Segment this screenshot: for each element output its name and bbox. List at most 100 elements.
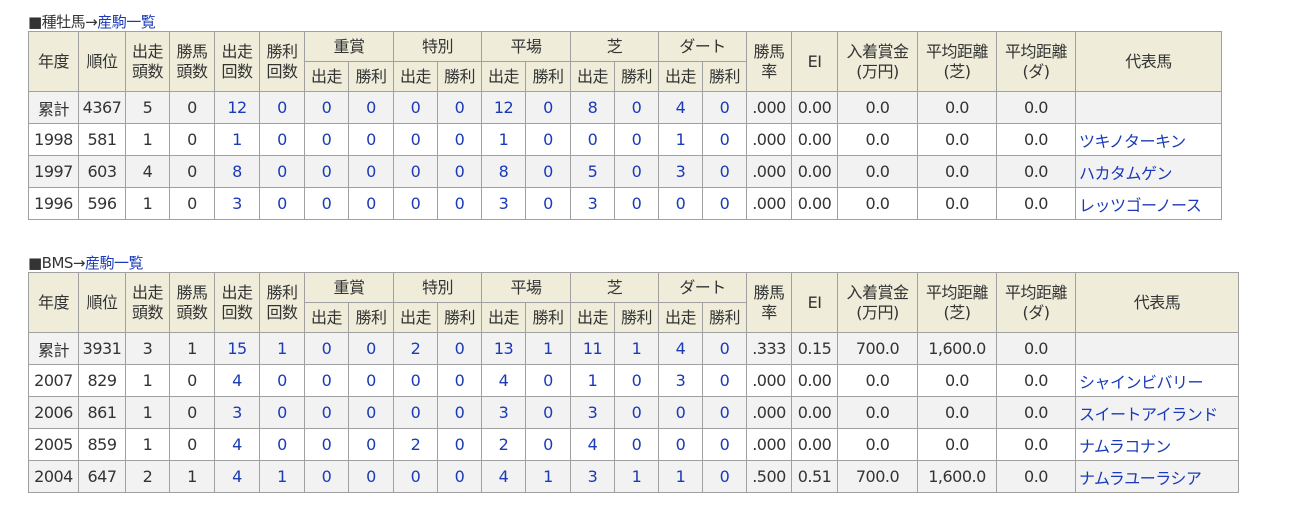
representative-horse-link[interactable]: ツキノターキン [1075,123,1222,156]
stat-cell[interactable]: 0 [525,396,571,429]
stat-cell[interactable]: 1 [525,460,571,493]
stat-cell[interactable]: 0 [437,155,482,188]
stat-cell[interactable]: 0 [437,123,482,156]
stat-cell[interactable]: 0 [658,428,703,461]
stat-cell[interactable]: 0 [525,123,571,156]
stat-cell[interactable]: 4 [658,91,703,124]
stat-cell[interactable]: 0 [437,332,482,365]
stat-cell[interactable]: 0 [702,123,747,156]
representative-horse-link[interactable]: ナムラユーラシア [1075,460,1239,493]
stat-cell[interactable]: 0 [348,460,394,493]
stat-cell[interactable]: 3 [570,187,615,220]
stat-cell[interactable]: 0 [525,364,571,397]
stat-cell[interactable]: 8 [481,155,526,188]
stat-cell[interactable]: 1 [481,123,526,156]
stat-cell[interactable]: 0 [259,155,305,188]
stat-cell[interactable]: 0 [304,396,349,429]
stat-cell[interactable]: 5 [570,155,615,188]
stat-cell[interactable]: 0 [348,332,394,365]
stat-cell[interactable]: 4 [214,364,260,397]
stat-cell[interactable]: 0 [304,332,349,365]
stat-cell[interactable]: 0 [304,460,349,493]
stat-cell[interactable]: 1 [614,332,659,365]
stat-cell[interactable]: 0 [259,396,305,429]
stat-cell[interactable]: 0 [393,460,438,493]
stat-cell[interactable]: 0 [304,91,349,124]
stat-cell[interactable]: 0 [614,364,659,397]
stat-cell[interactable]: 3 [214,396,260,429]
stat-cell[interactable]: 0 [525,187,571,220]
stat-cell[interactable]: 2 [393,332,438,365]
stat-cell[interactable]: 0 [437,396,482,429]
representative-horse-link[interactable] [1075,332,1239,365]
stat-cell[interactable]: 0 [259,123,305,156]
stat-cell[interactable]: 0 [614,396,659,429]
stat-cell[interactable]: 0 [614,187,659,220]
stat-cell[interactable]: 0 [259,364,305,397]
representative-horse-link[interactable]: レッツゴーノース [1075,187,1222,220]
offspring-list-link[interactable]: 産駒一覧 [97,13,156,31]
stat-cell[interactable]: 1 [259,460,305,493]
stat-cell[interactable]: 1 [259,332,305,365]
stat-cell[interactable]: 0 [259,91,305,124]
stat-cell[interactable]: 0 [393,155,438,188]
stat-cell[interactable]: 4 [214,428,260,461]
stat-cell[interactable]: 13 [481,332,526,365]
stat-cell[interactable]: 0 [437,460,482,493]
stat-cell[interactable]: 4 [658,332,703,365]
stat-cell[interactable]: 1 [214,123,260,156]
stat-cell[interactable]: 0 [348,155,394,188]
representative-horse-link[interactable]: ハカタムゲン [1075,155,1222,188]
stat-cell[interactable]: 0 [393,187,438,220]
stat-cell[interactable]: 11 [570,332,615,365]
stat-cell[interactable]: 0 [304,155,349,188]
stat-cell[interactable]: 0 [525,428,571,461]
stat-cell[interactable]: 4 [570,428,615,461]
stat-cell[interactable]: 0 [658,187,703,220]
stat-cell[interactable]: 4 [481,364,526,397]
stat-cell[interactable]: 0 [304,428,349,461]
representative-horse-link[interactable]: ナムラコナン [1075,428,1239,461]
stat-cell[interactable]: 0 [348,123,394,156]
stat-cell[interactable]: 0 [614,155,659,188]
stat-cell[interactable]: 3 [570,460,615,493]
stat-cell[interactable]: 0 [348,428,394,461]
stat-cell[interactable]: 0 [393,396,438,429]
stat-cell[interactable]: 0 [437,187,482,220]
stat-cell[interactable]: 8 [214,155,260,188]
stat-cell[interactable]: 15 [214,332,260,365]
stat-cell[interactable]: 4 [481,460,526,493]
stat-cell[interactable]: 0 [702,428,747,461]
stat-cell[interactable]: 0 [658,396,703,429]
stat-cell[interactable]: 3 [481,396,526,429]
stat-cell[interactable]: 0 [702,332,747,365]
stat-cell[interactable]: 3 [214,187,260,220]
stat-cell[interactable]: 3 [570,396,615,429]
stat-cell[interactable]: 0 [259,428,305,461]
stat-cell[interactable]: 0 [702,460,747,493]
representative-horse-link[interactable]: シャインビバリー [1075,364,1239,397]
stat-cell[interactable]: 2 [481,428,526,461]
stat-cell[interactable]: 0 [393,91,438,124]
stat-cell[interactable]: 0 [437,91,482,124]
stat-cell[interactable]: 1 [614,460,659,493]
stat-cell[interactable]: 4 [214,460,260,493]
stat-cell[interactable]: 0 [348,396,394,429]
offspring-list-link[interactable]: 産駒一覧 [85,254,144,272]
stat-cell[interactable]: 0 [614,428,659,461]
stat-cell[interactable]: 0 [304,187,349,220]
representative-horse-link[interactable]: スイートアイランド [1075,396,1239,429]
stat-cell[interactable]: 0 [393,123,438,156]
stat-cell[interactable]: 0 [304,123,349,156]
stat-cell[interactable]: 0 [702,91,747,124]
stat-cell[interactable]: 8 [570,91,615,124]
stat-cell[interactable]: 0 [304,364,349,397]
stat-cell[interactable]: 0 [393,364,438,397]
stat-cell[interactable]: 2 [393,428,438,461]
stat-cell[interactable]: 0 [570,123,615,156]
stat-cell[interactable]: 0 [348,187,394,220]
stat-cell[interactable]: 12 [214,91,260,124]
stat-cell[interactable]: 0 [348,91,394,124]
stat-cell[interactable]: 3 [658,155,703,188]
stat-cell[interactable]: 0 [437,428,482,461]
